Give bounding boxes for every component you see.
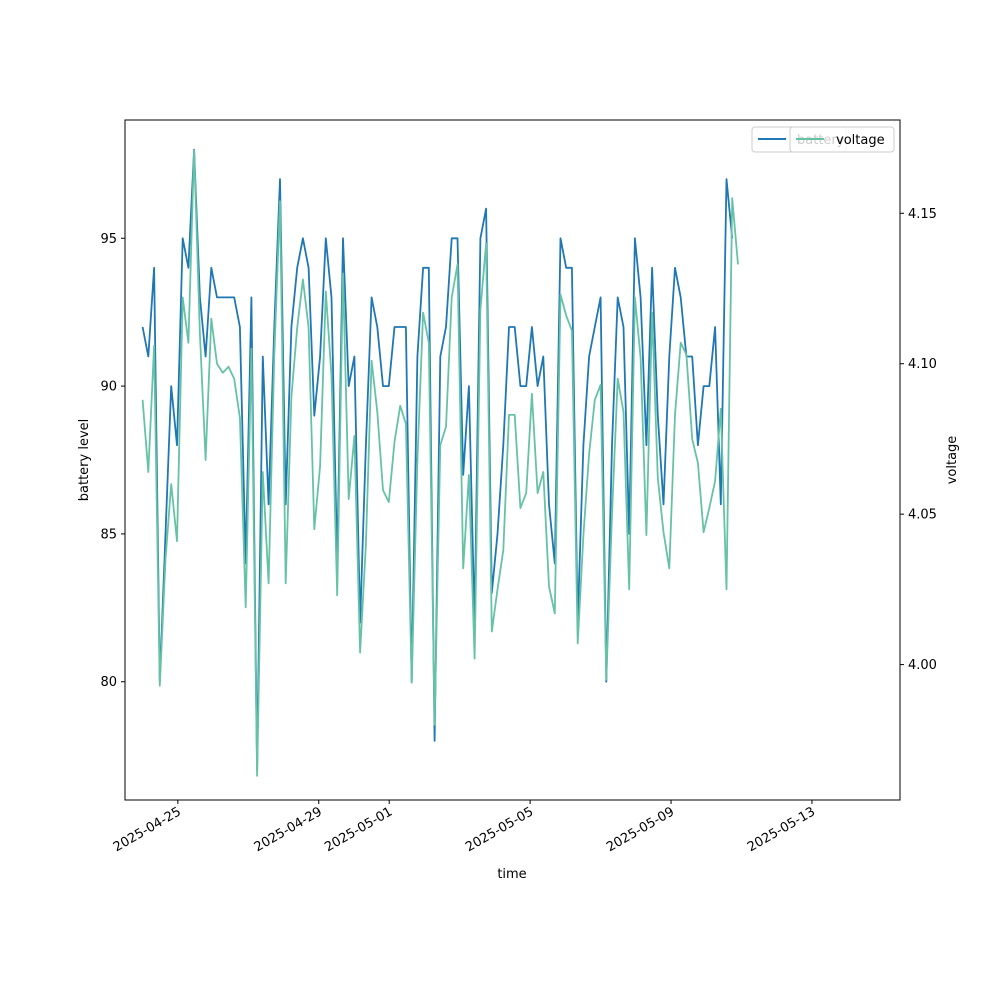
- y-left-axis-label: battery level: [77, 419, 92, 502]
- legend-voltage-label: voltage: [836, 133, 885, 148]
- y-right-axis-label: voltage: [945, 436, 960, 485]
- x-axis-label: time: [497, 867, 526, 882]
- y-left-axis-ticks: 80 85 90 95: [100, 232, 125, 690]
- y-left-tick-label: 80: [100, 675, 117, 690]
- y-right-tick-label: 4.00: [908, 658, 937, 673]
- y-right-tick-label: 4.15: [908, 207, 937, 222]
- y-right-axis-ticks: 4.00 4.05 4.10 4.15: [900, 207, 937, 673]
- legend-voltage: voltage: [789, 126, 895, 153]
- y-right-tick-label: 4.10: [908, 357, 937, 372]
- y-left-tick-label: 85: [100, 527, 117, 542]
- y-left-tick-label: 90: [100, 380, 117, 395]
- series-layer: [141, 148, 739, 777]
- legend-voltage-frame: [789, 126, 895, 153]
- y-right-tick-label: 4.05: [908, 508, 937, 523]
- y-left-tick-label: 95: [100, 232, 117, 247]
- series-line-voltage: [141, 149, 739, 777]
- plot-area-frame: [124, 119, 901, 801]
